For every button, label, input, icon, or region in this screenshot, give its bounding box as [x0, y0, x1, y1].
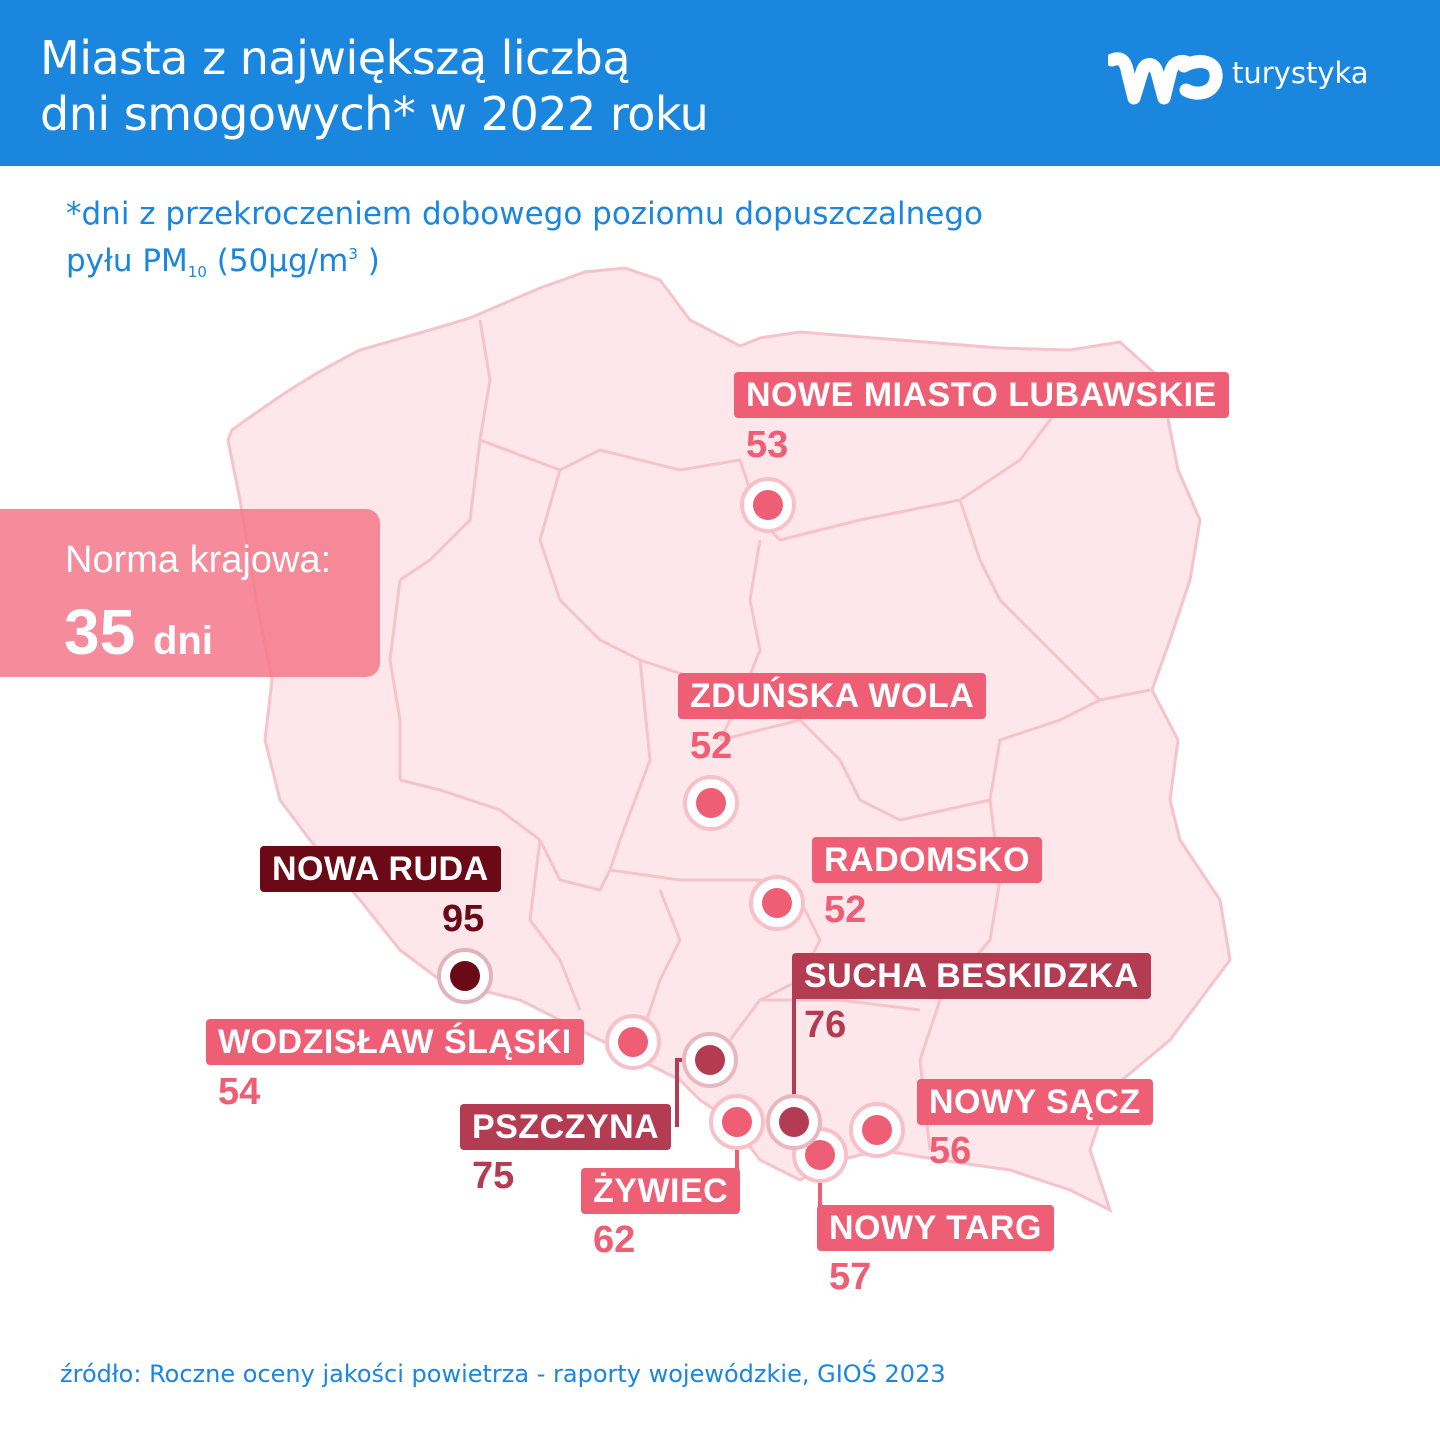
city-name-pszczyna: PSZCZYNA: [460, 1104, 672, 1150]
subtitle-line-2: pyłu PM10 (50μg/m3 ): [66, 234, 983, 292]
marker-nowa-ruda[interactable]: [437, 948, 493, 1004]
marker-wodzislaw[interactable]: [605, 1014, 661, 1070]
wp-turystyka-logo[interactable]: turystyka: [1105, 52, 1369, 116]
city-name-nowa-ruda: NOWA RUDA: [260, 846, 501, 892]
subtitle-sup: 3: [348, 245, 358, 263]
subtitle-end: ): [357, 243, 380, 279]
city-days-nowa-ruda: 95: [442, 898, 485, 940]
subtitle-sub: 10: [187, 263, 207, 281]
marker-sucha-beskidzka[interactable]: [766, 1094, 822, 1150]
city-days-sucha-beskidzka: 76: [804, 1004, 847, 1046]
header-banner: Miasta z największą liczbą dni smogowych…: [0, 0, 1440, 166]
city-days-zywiec: 62: [593, 1219, 636, 1261]
norm-label: Norma krajowa:: [65, 539, 332, 581]
city-name-nowy-targ: NOWY TARG: [817, 1205, 1054, 1251]
national-norm-box: Norma krajowa: 35 dni: [0, 509, 380, 677]
marker-zdunska-wola[interactable]: [683, 775, 739, 831]
city-days-nowy-targ: 57: [829, 1256, 872, 1298]
city-name-wodzislaw: WODZISŁAW ŚLĄSKI: [206, 1019, 584, 1065]
marker-nowy-sacz[interactable]: [849, 1102, 905, 1158]
city-name-sucha-beskidzka: SUCHA BESKIDZKA: [792, 953, 1151, 999]
title-line-2: dni smogowych* w 2022 roku: [40, 87, 709, 141]
subtitle-line-1: *dni z przekroczeniem dobowego poziomu d…: [66, 196, 984, 232]
marker-pszczyna[interactable]: [682, 1032, 738, 1088]
city-name-zywiec: ŻYWIEC: [581, 1168, 741, 1214]
source-note: źródło: Roczne oceny jakości powietrza -…: [60, 1360, 946, 1388]
city-days-radomsko: 52: [824, 889, 867, 931]
subtitle-prefix: pyłu PM: [66, 243, 188, 279]
page-title: Miasta z największą liczbą dni smogowych…: [40, 30, 709, 142]
subtitle-mid: (50μg/m: [206, 243, 349, 279]
norm-number: 35: [64, 596, 136, 668]
city-days-nowy-sacz: 56: [929, 1130, 972, 1172]
marker-radomsko[interactable]: [749, 875, 805, 931]
norm-unit: dni: [152, 619, 213, 663]
city-days-wodzislaw: 54: [218, 1071, 261, 1113]
subtitle: *dni z przekroczeniem dobowego poziomu d…: [66, 194, 983, 292]
brand-text: turystyka: [1232, 56, 1369, 90]
city-name-radomsko: RADOMSKO: [812, 837, 1043, 883]
wp-logo-icon: [1105, 52, 1223, 105]
city-name-zdunska-wola: ZDUŃSKA WOLA: [678, 673, 987, 719]
title-line-1: Miasta z największą liczbą: [40, 31, 631, 85]
city-days-nowe-miasto: 53: [746, 424, 789, 466]
city-name-nowe-miasto: NOWE MIASTO LUBAWSKIE: [734, 372, 1229, 418]
norm-value: 35 dni: [64, 595, 213, 669]
city-name-nowy-sacz: NOWY SĄCZ: [917, 1079, 1153, 1125]
city-days-zdunska-wola: 52: [690, 725, 733, 767]
city-days-pszczyna: 75: [472, 1155, 515, 1197]
marker-zywiec[interactable]: [709, 1094, 765, 1150]
marker-nowe-miasto[interactable]: [740, 477, 796, 533]
